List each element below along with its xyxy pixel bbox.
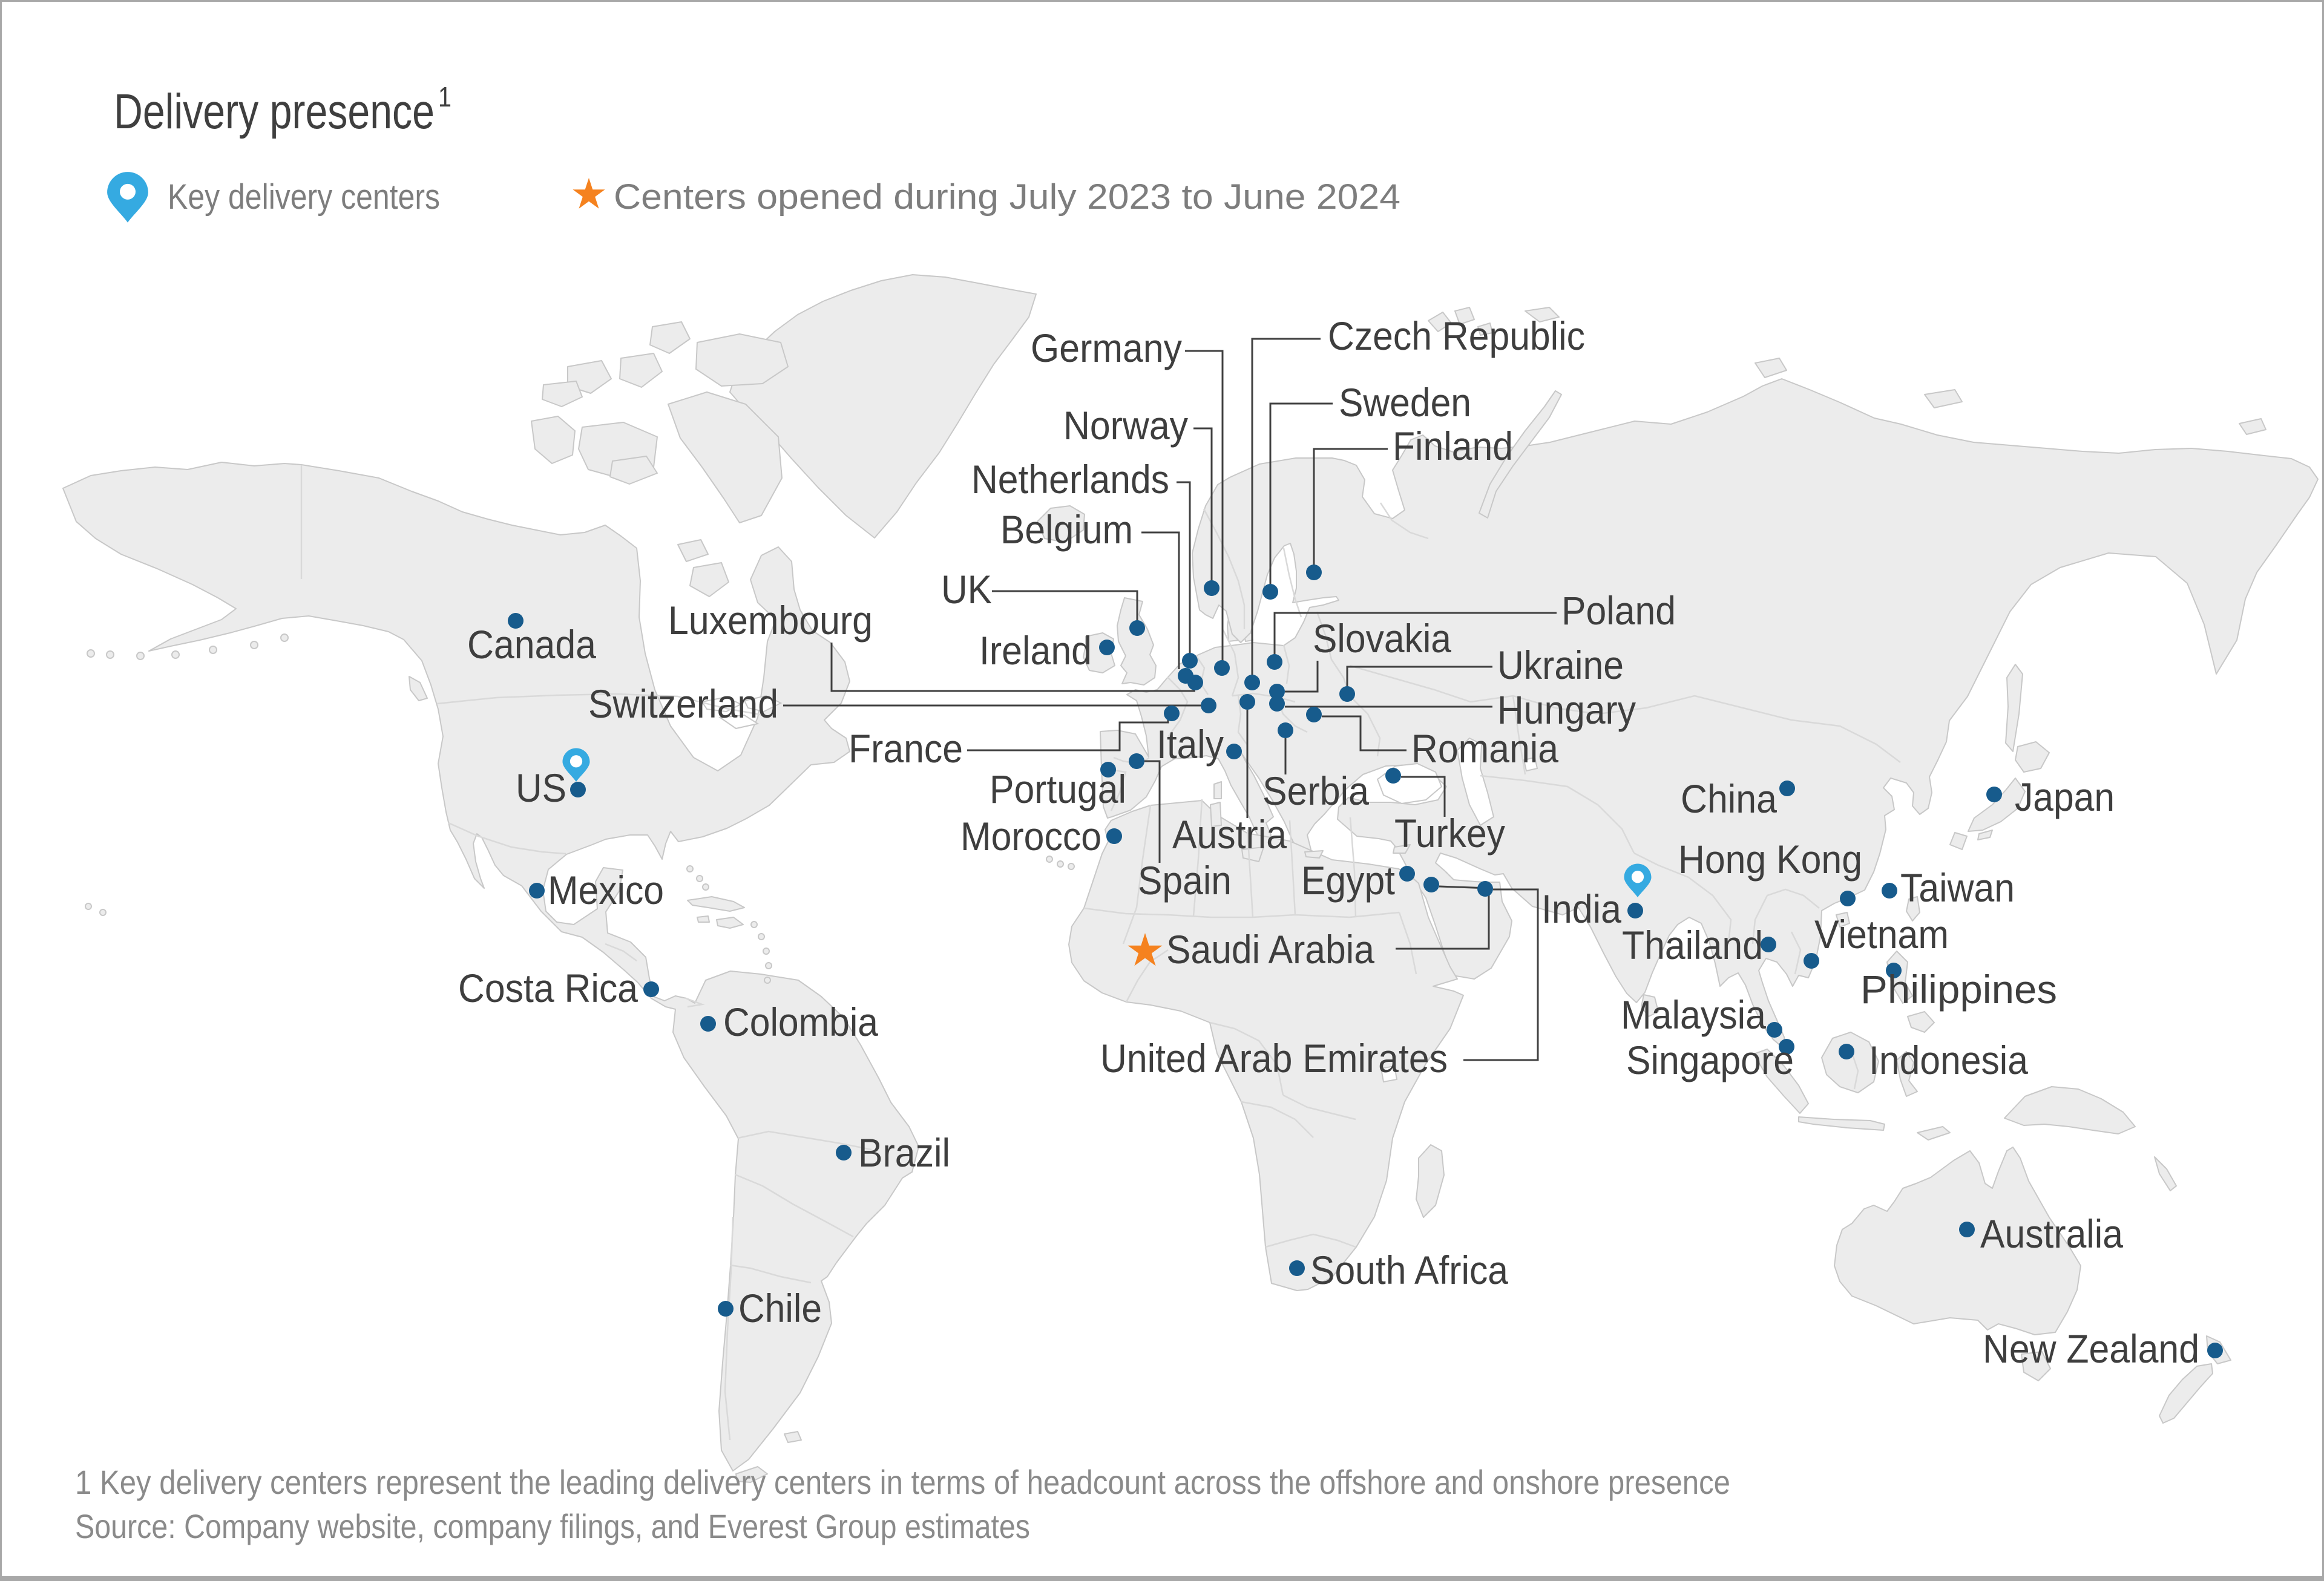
svg-text:Mexico: Mexico bbox=[548, 868, 664, 912]
svg-text:US: US bbox=[516, 765, 566, 810]
svg-text:China: China bbox=[1681, 776, 1777, 821]
svg-text:Norway: Norway bbox=[1063, 403, 1188, 448]
svg-text:Switzerland: Switzerland bbox=[588, 681, 778, 726]
svg-text:South Africa: South Africa bbox=[1310, 1248, 1508, 1292]
svg-text:Source: Company website, compa: Source: Company website, company filings… bbox=[75, 1507, 1030, 1545]
svg-text:Luxembourg: Luxembourg bbox=[668, 598, 873, 643]
svg-text:UK: UK bbox=[941, 567, 992, 612]
svg-text:Egypt: Egypt bbox=[1301, 858, 1395, 903]
svg-text:Turkey: Turkey bbox=[1394, 811, 1505, 856]
svg-text:Australia: Australia bbox=[1980, 1211, 2123, 1256]
svg-text:Poland: Poland bbox=[1561, 588, 1676, 633]
svg-text:United Arab Emirates: United Arab Emirates bbox=[1100, 1036, 1448, 1081]
svg-text:1: 1 bbox=[438, 81, 451, 113]
svg-text:Brazil: Brazil bbox=[858, 1130, 950, 1175]
svg-text:Key delivery centers: Key delivery centers bbox=[168, 177, 440, 217]
svg-text:Austria: Austria bbox=[1172, 812, 1287, 857]
svg-text:Costa Rica: Costa Rica bbox=[458, 966, 638, 1010]
svg-text:Indonesia: Indonesia bbox=[1869, 1038, 2028, 1082]
svg-text:Singapore: Singapore bbox=[1626, 1038, 1794, 1082]
svg-text:Belgium: Belgium bbox=[1000, 507, 1133, 552]
svg-text:1 Key delivery centers represe: 1 Key delivery centers represent the lea… bbox=[75, 1463, 1730, 1501]
svg-text:Slovakia: Slovakia bbox=[1313, 616, 1451, 661]
svg-text:Spain: Spain bbox=[1138, 858, 1232, 903]
svg-text:Ireland: Ireland bbox=[979, 628, 1092, 673]
svg-text:Finland: Finland bbox=[1393, 424, 1513, 468]
svg-text:Philippines: Philippines bbox=[1860, 967, 2057, 1012]
svg-text:Saudi Arabia: Saudi Arabia bbox=[1166, 927, 1374, 972]
svg-text:Chile: Chile bbox=[738, 1286, 822, 1331]
svg-text:Hong Kong: Hong Kong bbox=[1678, 837, 1862, 882]
svg-text:New Zealand: New Zealand bbox=[1983, 1326, 2199, 1371]
svg-text:Netherlands: Netherlands bbox=[971, 457, 1169, 502]
svg-text:Centers opened during July 202: Centers opened during July 2023 to June … bbox=[614, 177, 1400, 217]
svg-text:France: France bbox=[849, 726, 963, 771]
svg-text:Italy: Italy bbox=[1157, 722, 1224, 767]
svg-text:Serbia: Serbia bbox=[1262, 768, 1369, 813]
svg-text:Colombia: Colombia bbox=[723, 1000, 878, 1044]
svg-text:Thailand: Thailand bbox=[1622, 923, 1763, 967]
svg-text:Ukraine: Ukraine bbox=[1497, 643, 1624, 687]
svg-text:Taiwan: Taiwan bbox=[1900, 865, 2015, 910]
svg-text:Morocco: Morocco bbox=[960, 814, 1101, 859]
svg-text:India: India bbox=[1541, 886, 1621, 931]
svg-text:Romania: Romania bbox=[1411, 726, 1558, 771]
svg-text:Japan: Japan bbox=[2015, 774, 2115, 819]
svg-text:Hungary: Hungary bbox=[1497, 687, 1636, 732]
svg-text:Germany: Germany bbox=[1031, 326, 1182, 370]
svg-text:Malaysia: Malaysia bbox=[1621, 992, 1766, 1037]
svg-text:Vietnam: Vietnam bbox=[1814, 912, 1949, 957]
svg-text:Canada: Canada bbox=[467, 622, 596, 667]
svg-text:Delivery presence: Delivery presence bbox=[114, 84, 435, 139]
svg-text:Portugal: Portugal bbox=[990, 767, 1126, 811]
svg-text:Sweden: Sweden bbox=[1339, 380, 1471, 425]
svg-text:Czech Republic: Czech Republic bbox=[1328, 313, 1585, 358]
